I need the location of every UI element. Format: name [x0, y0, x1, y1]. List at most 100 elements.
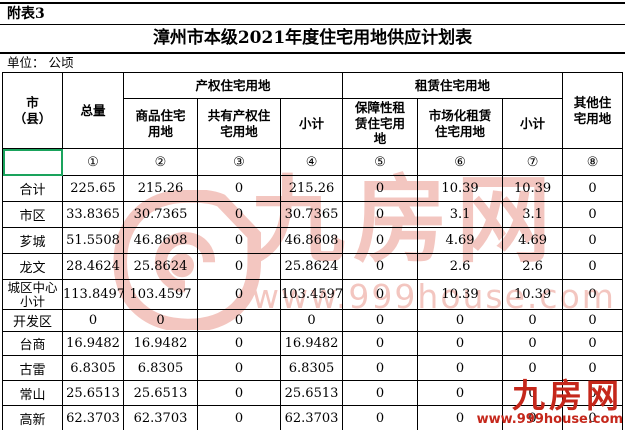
data-cell[interactable]: 46.8608 — [123, 227, 198, 254]
data-cell[interactable]: 25.6513 — [123, 380, 198, 406]
data-cell[interactable]: 0 — [417, 355, 504, 381]
header-commodity[interactable]: 商品住宅 用地 — [123, 98, 198, 149]
data-cell[interactable]: 25.8624 — [123, 253, 198, 280]
data-cell[interactable]: 10.39 — [502, 279, 564, 310]
row-name-cell[interactable]: 常山 — [2, 380, 63, 406]
row-name-cell[interactable]: 龙文 — [2, 253, 63, 280]
data-cell[interactable]: 2.6 — [502, 253, 564, 280]
column-index-cell[interactable]: ④ — [279, 148, 344, 176]
data-cell[interactable]: 2.6 — [417, 253, 504, 280]
header-property-subtotal[interactable]: 小计 — [279, 98, 344, 149]
row-name-cell[interactable]: 古雷 — [2, 355, 63, 381]
data-cell[interactable]: 103.4597 — [123, 279, 198, 310]
column-index-cell[interactable]: ⑤ — [342, 148, 419, 176]
data-cell[interactable]: 0 — [62, 309, 124, 332]
column-index-cell[interactable]: ⑥ — [417, 148, 504, 176]
data-cell[interactable]: 25.6513 — [279, 380, 344, 406]
header-market-rental[interactable]: 市场化租赁 住宅用地 — [417, 98, 504, 149]
data-cell[interactable]: 215.26 — [123, 175, 198, 202]
row-name-cell[interactable]: 合计 — [2, 175, 63, 202]
data-cell[interactable]: 0 — [342, 253, 419, 280]
row-name-cell[interactable]: 芗城 — [2, 227, 63, 254]
data-cell[interactable]: 62.3703 — [279, 405, 344, 430]
data-cell[interactable]: 0 — [197, 227, 281, 254]
data-cell[interactable]: 33.8365 — [62, 201, 124, 228]
data-cell[interactable]: 0 — [417, 405, 504, 430]
data-cell[interactable]: 0 — [502, 309, 564, 332]
data-cell[interactable]: 4.69 — [502, 227, 564, 254]
data-cell[interactable]: 225.65 — [62, 175, 124, 202]
header-city-county[interactable]: 市 （县） — [2, 72, 63, 149]
data-cell[interactable]: 0 — [197, 309, 281, 332]
data-cell[interactable]: 0 — [502, 380, 564, 406]
data-cell[interactable]: 6.8305 — [279, 355, 344, 381]
data-cell[interactable]: 0 — [342, 331, 419, 356]
data-cell[interactable]: 0 — [197, 279, 281, 310]
data-cell[interactable]: 0 — [342, 355, 419, 381]
data-cell[interactable]: 0 — [502, 405, 564, 430]
data-cell[interactable]: 25.8624 — [279, 253, 344, 280]
data-cell[interactable]: 0 — [197, 175, 281, 202]
data-cell[interactable]: 25.6513 — [62, 380, 124, 406]
data-cell[interactable]: 30.7365 — [123, 201, 198, 228]
data-cell[interactable]: 4.69 — [417, 227, 504, 254]
column-index-cell[interactable]: ③ — [197, 148, 281, 176]
data-cell[interactable]: 0 — [342, 279, 419, 310]
data-cell[interactable]: 0 — [342, 227, 419, 254]
data-cell[interactable]: 3.1 — [502, 201, 564, 228]
data-cell[interactable]: 0 — [197, 380, 281, 406]
data-cell[interactable]: 0 — [342, 405, 419, 430]
data-cell[interactable]: 0 — [197, 253, 281, 280]
data-cell[interactable]: 0 — [197, 405, 281, 430]
data-cell[interactable]: 0 — [342, 380, 419, 406]
data-cell[interactable]: 0 — [562, 331, 624, 356]
data-cell[interactable]: 10.39 — [417, 175, 504, 202]
data-cell[interactable]: 62.3703 — [62, 405, 124, 430]
data-cell[interactable]: 6.8305 — [123, 355, 198, 381]
data-cell[interactable]: 0 — [562, 175, 624, 202]
active-cell[interactable] — [2, 148, 63, 176]
data-cell[interactable]: 46.8608 — [279, 227, 344, 254]
row-name-cell[interactable]: 开发区 — [2, 309, 63, 332]
data-cell[interactable]: 0 — [197, 355, 281, 381]
data-cell[interactable]: 0 — [562, 380, 624, 406]
data-cell[interactable]: 3.1 — [417, 201, 504, 228]
data-cell[interactable]: 0 — [197, 331, 281, 356]
data-cell[interactable]: 0 — [562, 253, 624, 280]
data-cell[interactable]: 113.8497 — [62, 279, 124, 310]
data-cell[interactable]: 62.3703 — [123, 405, 198, 430]
data-cell[interactable]: 0 — [342, 309, 419, 332]
header-other-residential[interactable]: 其他住 宅用地 — [562, 72, 624, 149]
row-name-cell[interactable]: 城区中心小计 — [2, 279, 63, 310]
data-cell[interactable]: 0 — [502, 355, 564, 381]
page-title[interactable]: 漳州市本级2021年度住宅用地供应计划表 — [0, 25, 625, 54]
data-cell[interactable]: 0 — [562, 279, 624, 310]
data-cell[interactable]: 0 — [197, 201, 281, 228]
data-cell[interactable]: 0 — [562, 201, 624, 228]
data-cell[interactable]: 0 — [123, 309, 198, 332]
column-index-cell[interactable]: ⑦ — [502, 148, 564, 176]
data-cell[interactable]: 0 — [417, 331, 504, 356]
data-cell[interactable]: 10.39 — [502, 175, 564, 202]
table-note[interactable]: 附表3 — [0, 2, 625, 25]
data-cell[interactable]: 0 — [342, 175, 419, 202]
unit-label[interactable]: 单位： 公顷 — [7, 55, 74, 70]
column-index-cell[interactable]: ① — [62, 148, 124, 176]
column-index-cell[interactable]: ⑧ — [562, 148, 624, 176]
row-name-cell[interactable]: 台商 — [2, 331, 63, 356]
data-cell[interactable]: 16.9482 — [123, 331, 198, 356]
data-cell[interactable]: 0 — [417, 380, 504, 406]
data-cell[interactable]: 6.8305 — [62, 355, 124, 381]
header-shared-ownership[interactable]: 共有产权住 宅用地 — [197, 98, 281, 149]
data-cell[interactable]: 28.4624 — [62, 253, 124, 280]
data-cell[interactable]: 0 — [562, 355, 624, 381]
data-cell[interactable]: 0 — [502, 331, 564, 356]
header-property-group[interactable]: 产权住宅用地 — [122, 72, 344, 99]
data-cell[interactable]: 0 — [279, 309, 344, 332]
header-rental-group[interactable]: 租赁住宅用地 — [342, 72, 564, 99]
data-cell[interactable]: 30.7365 — [279, 201, 344, 228]
row-name-cell[interactable]: 高新 — [2, 405, 63, 430]
header-total[interactable]: 总量 — [62, 72, 124, 149]
column-index-cell[interactable]: ② — [123, 148, 198, 176]
data-cell[interactable]: 16.9482 — [279, 331, 344, 356]
